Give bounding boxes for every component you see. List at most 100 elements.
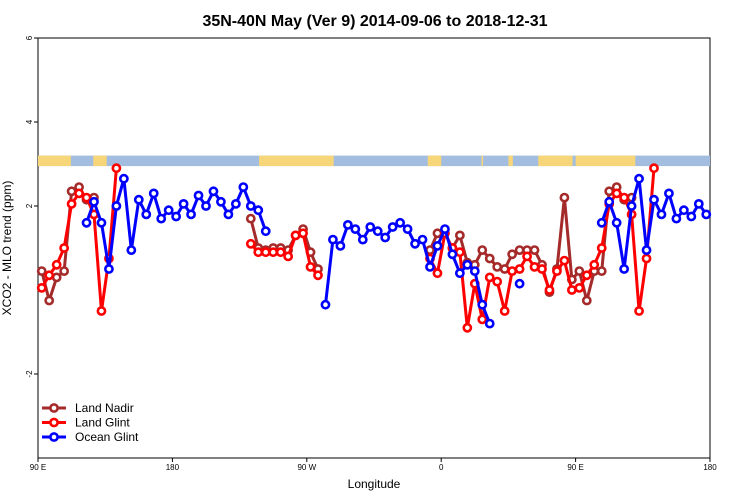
data-point: [305, 261, 316, 272]
data-point: [514, 245, 525, 255]
plot-frame: [37, 37, 711, 459]
data-point: [380, 232, 391, 243]
data-point: [111, 163, 122, 174]
data-point: [89, 196, 99, 207]
data-point: [372, 226, 383, 237]
data-point: [96, 306, 107, 316]
data-point: [634, 306, 644, 316]
data-point: [514, 278, 525, 289]
series-land-glint: [36, 163, 659, 333]
data-point: [51, 259, 62, 270]
data-point: [589, 259, 600, 270]
data-point: [81, 217, 92, 228]
data-point: [156, 213, 167, 224]
legend-label: Ocean Glint: [75, 430, 139, 444]
data-point: [604, 196, 615, 207]
data-point: [275, 247, 286, 258]
data-point: [574, 282, 585, 293]
data-point: [223, 209, 234, 220]
data-point: [148, 188, 159, 199]
y-axis: -2 2 4 6: [25, 35, 38, 378]
data-point: [36, 282, 47, 293]
data-point: [454, 268, 465, 279]
data-point: [432, 240, 443, 251]
data-point: [320, 299, 331, 310]
data-point: [693, 198, 704, 209]
y-tick-label: -2: [25, 370, 34, 378]
data-point: [440, 224, 450, 234]
data-point: [126, 245, 137, 255]
data-point: [499, 306, 510, 316]
data-point: [537, 264, 547, 274]
data-point: [51, 272, 62, 283]
data-point: [268, 247, 279, 258]
data-point: [313, 270, 323, 281]
data-point: [544, 285, 555, 295]
data-point: [81, 192, 92, 203]
data-point: [96, 217, 107, 228]
data-point: [484, 318, 495, 329]
data-point: [574, 266, 585, 276]
data-point: [118, 173, 129, 184]
data-point: [596, 266, 607, 276]
data-point: [410, 238, 420, 249]
land-band-segment: [508, 155, 513, 167]
data-point: [559, 255, 570, 266]
data-point: [230, 198, 241, 209]
data-point: [529, 261, 540, 272]
x-axis-label: Longitude: [348, 477, 401, 491]
data-point: [656, 209, 667, 220]
data-point: [335, 240, 346, 251]
data-point: [44, 295, 55, 306]
data-point: [238, 182, 249, 192]
legend-label: Land Glint: [75, 416, 130, 430]
data-point: [245, 201, 256, 211]
land-band-segment: [481, 155, 484, 167]
data-point: [350, 224, 361, 234]
data-point: [74, 188, 84, 199]
data-point: [253, 247, 264, 258]
data-point: [649, 194, 659, 205]
legend-item: Land Nadir: [42, 401, 134, 415]
data-point: [686, 211, 697, 222]
data-point: [44, 270, 55, 281]
legend-label: Land Nadir: [75, 401, 134, 415]
y-tick-label: 4: [25, 119, 34, 124]
y-axis-label: XCO2 - MLO trend (ppm): [0, 181, 14, 316]
data-point: [328, 234, 338, 245]
series-layer: [36, 163, 712, 333]
data-point: [66, 198, 77, 209]
data-point: [514, 264, 525, 274]
data-point: [208, 186, 219, 197]
data-point: [186, 209, 196, 220]
data-point: [260, 226, 271, 237]
data-point: [522, 251, 532, 262]
data-point: [111, 201, 122, 211]
data-point: [499, 264, 510, 274]
data-point: [425, 261, 435, 272]
data-point: [671, 213, 682, 224]
data-point: [141, 209, 152, 220]
data-point: [387, 222, 398, 232]
data-point: [581, 270, 592, 281]
data-point: [447, 249, 458, 260]
legend-item: Land Glint: [42, 416, 130, 430]
x-tick-label: 0: [439, 463, 444, 472]
data-point: [342, 219, 353, 230]
data-point: [619, 264, 630, 274]
y-tick-label: 2: [25, 203, 34, 208]
data-point: [619, 192, 630, 203]
data-point: [163, 205, 174, 216]
data-point: [581, 295, 592, 306]
surface-type-band: [38, 155, 710, 167]
data-point: [104, 264, 114, 274]
data-point: [678, 205, 689, 216]
data-point: [477, 245, 488, 255]
x-axis: 90 E 180 90 W 0 90 E 180: [30, 458, 717, 472]
data-point: [477, 314, 488, 325]
x-tick-label: 90 E: [567, 463, 583, 472]
legend-item: Ocean Glint: [42, 430, 139, 444]
data-point: [552, 266, 562, 276]
land-band-segment: [575, 155, 636, 167]
ocean-band: [38, 155, 710, 167]
